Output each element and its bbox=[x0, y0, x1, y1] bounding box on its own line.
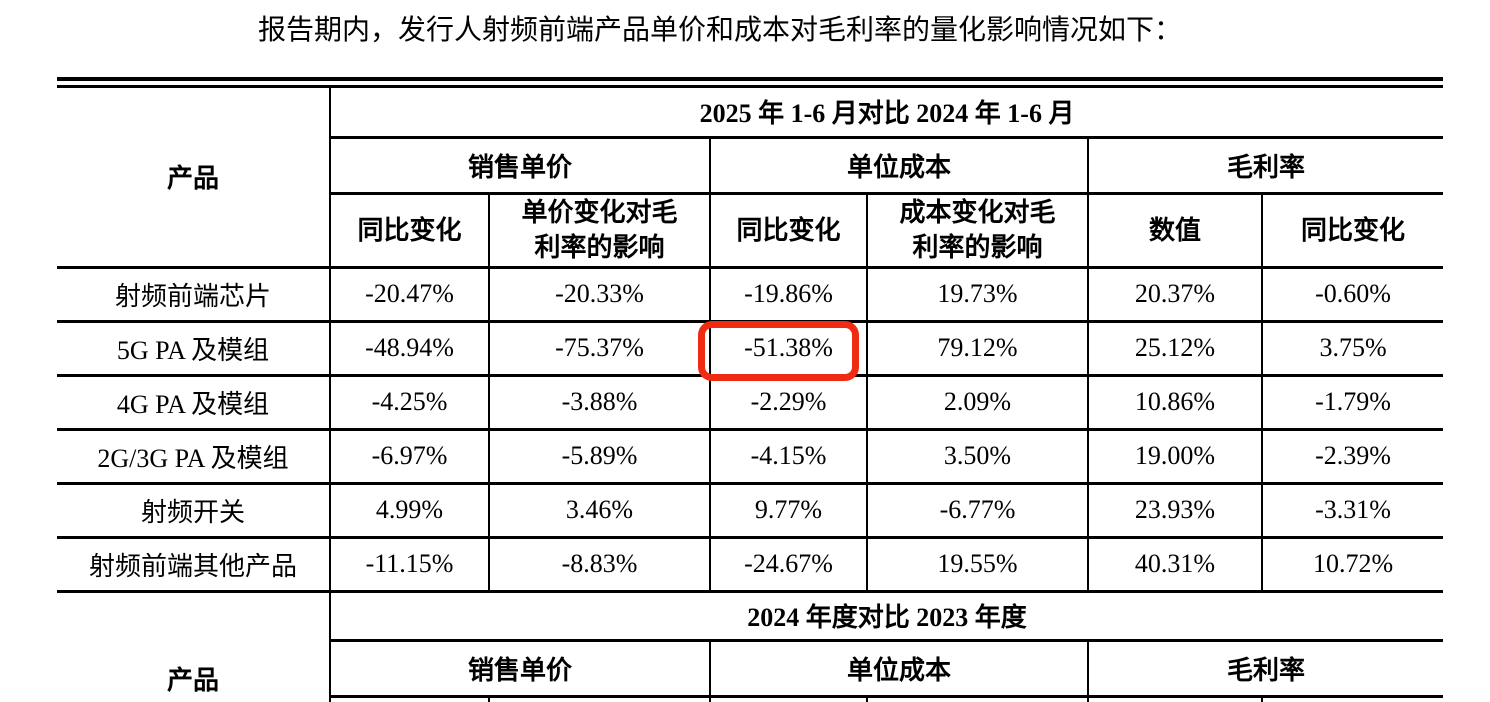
group-header-sales-price: 销售单价 bbox=[329, 640, 710, 698]
value-cell: 23.93% bbox=[1087, 483, 1262, 539]
sub-header-yoy-change: 同比变化 bbox=[1260, 193, 1444, 269]
product-cell: 4G PA 及模组 bbox=[57, 375, 330, 431]
value-cell: -3.88% bbox=[488, 375, 710, 431]
product-cell: 射频前端其他产品 bbox=[57, 537, 330, 593]
table-row: 5G PA 及模组 -48.94% -75.37% -51.38% 79.12%… bbox=[57, 321, 1444, 377]
table-top-double-rule bbox=[57, 77, 1443, 88]
period-header: 2025 年 1-6 月对比 2024 年 1-6 月 bbox=[328, 88, 1444, 139]
table-row bbox=[57, 696, 1444, 702]
value-cell: -20.47% bbox=[329, 267, 489, 323]
value-cell: 3.75% bbox=[1260, 321, 1444, 377]
value-cell: 20.37% bbox=[1087, 267, 1262, 323]
value-cell: -2.39% bbox=[1260, 429, 1444, 485]
clipped-cell bbox=[488, 696, 710, 702]
value-cell: -20.33% bbox=[488, 267, 710, 323]
sub-header-yoy-change: 同比变化 bbox=[329, 193, 489, 269]
product-cell: 2G/3G PA 及模组 bbox=[57, 429, 330, 485]
value-cell: -11.15% bbox=[329, 537, 489, 593]
product-cell: 射频开关 bbox=[57, 483, 330, 539]
table-row: 销售单价 单位成本 毛利率 bbox=[57, 640, 1444, 698]
clipped-cell bbox=[1260, 696, 1444, 702]
table-row: 销售单价 单位成本 毛利率 bbox=[57, 137, 1444, 195]
comparison-table: 产品 2025 年 1-6 月对比 2024 年 1-6 月 销售单价 单位成本… bbox=[57, 88, 1444, 702]
table-row: 4G PA 及模组 -4.25% -3.88% -2.29% 2.09% 10.… bbox=[57, 375, 1444, 431]
sub-header-yoy-change: 同比变化 bbox=[709, 193, 867, 269]
intro-paragraph: 报告期内，发行人射频前端产品单价和成本对毛利率的量化影响情况如下： bbox=[258, 15, 1183, 46]
value-cell: 25.12% bbox=[1087, 321, 1262, 377]
value-cell: 40.31% bbox=[1087, 537, 1262, 593]
value-cell: 3.50% bbox=[866, 429, 1088, 485]
value-cell: -3.31% bbox=[1260, 483, 1444, 539]
value-cell: 10.86% bbox=[1087, 375, 1262, 431]
value-cell: -6.77% bbox=[866, 483, 1088, 539]
table-row: 产品 2024 年度对比 2023 年度 bbox=[57, 591, 1444, 702]
group-header-sales-price: 销售单价 bbox=[329, 137, 710, 195]
value-cell: 3.46% bbox=[488, 483, 710, 539]
value-cell: -8.83% bbox=[488, 537, 710, 593]
value-cell: -75.37% bbox=[488, 321, 710, 377]
table-row: 同比变化 单价变化对毛 利率的影响 同比变化 成本变化对毛 利率的影响 数值 同… bbox=[57, 193, 1444, 269]
product-cell: 射频前端芯片 bbox=[57, 267, 330, 323]
value-cell: 9.77% bbox=[709, 483, 867, 539]
table-row: 射频开关 4.99% 3.46% 9.77% -6.77% 23.93% -3.… bbox=[57, 483, 1444, 539]
group-header-unit-cost: 单位成本 bbox=[709, 137, 1088, 195]
product-cell: 5G PA 及模组 bbox=[57, 321, 330, 377]
value-cell: 19.00% bbox=[1087, 429, 1262, 485]
clipped-cell bbox=[866, 696, 1088, 702]
value-cell: -0.60% bbox=[1260, 267, 1444, 323]
product-column-header: 产品 bbox=[57, 88, 330, 269]
group-header-gross-margin: 毛利率 bbox=[1086, 137, 1444, 195]
value-cell: -6.97% bbox=[329, 429, 489, 485]
value-cell: -2.29% bbox=[709, 375, 867, 431]
value-cell-highlighted: -51.38% bbox=[709, 321, 867, 377]
value-cell: 2.09% bbox=[866, 375, 1088, 431]
value-cell: 19.55% bbox=[866, 537, 1088, 593]
value-cell: -19.86% bbox=[709, 267, 867, 323]
value-cell: -4.15% bbox=[709, 429, 867, 485]
value-cell: 19.73% bbox=[866, 267, 1088, 323]
value-cell: -24.67% bbox=[709, 537, 867, 593]
table-row: 射频前端其他产品 -11.15% -8.83% -24.67% 19.55% 4… bbox=[57, 537, 1444, 593]
value-cell: 4.99% bbox=[329, 483, 489, 539]
value-cell: -5.89% bbox=[488, 429, 710, 485]
product-column-header: 产品 bbox=[57, 591, 330, 702]
table-row: 2G/3G PA 及模组 -6.97% -5.89% -4.15% 3.50% … bbox=[57, 429, 1444, 485]
clipped-cell bbox=[1087, 696, 1262, 702]
clipped-cell bbox=[709, 696, 867, 702]
value-cell: -4.25% bbox=[329, 375, 489, 431]
value-cell: -48.94% bbox=[329, 321, 489, 377]
period-header: 2024 年度对比 2023 年度 bbox=[328, 591, 1444, 642]
table-row: 产品 2025 年 1-6 月对比 2024 年 1-6 月 bbox=[57, 88, 1444, 269]
value-cell: 10.72% bbox=[1260, 537, 1444, 593]
table-row: 射频前端芯片 -20.47% -20.33% -19.86% 19.73% 20… bbox=[57, 267, 1444, 323]
group-header-gross-margin: 毛利率 bbox=[1086, 640, 1444, 698]
group-header-unit-cost: 单位成本 bbox=[709, 640, 1088, 698]
value-cell: 79.12% bbox=[866, 321, 1088, 377]
value-cell: -1.79% bbox=[1260, 375, 1444, 431]
sub-header-value: 数值 bbox=[1087, 193, 1262, 269]
clipped-cell bbox=[329, 696, 489, 702]
sub-header-price-impact: 单价变化对毛 利率的影响 bbox=[488, 193, 710, 269]
sub-header-cost-impact: 成本变化对毛 利率的影响 bbox=[866, 193, 1088, 269]
